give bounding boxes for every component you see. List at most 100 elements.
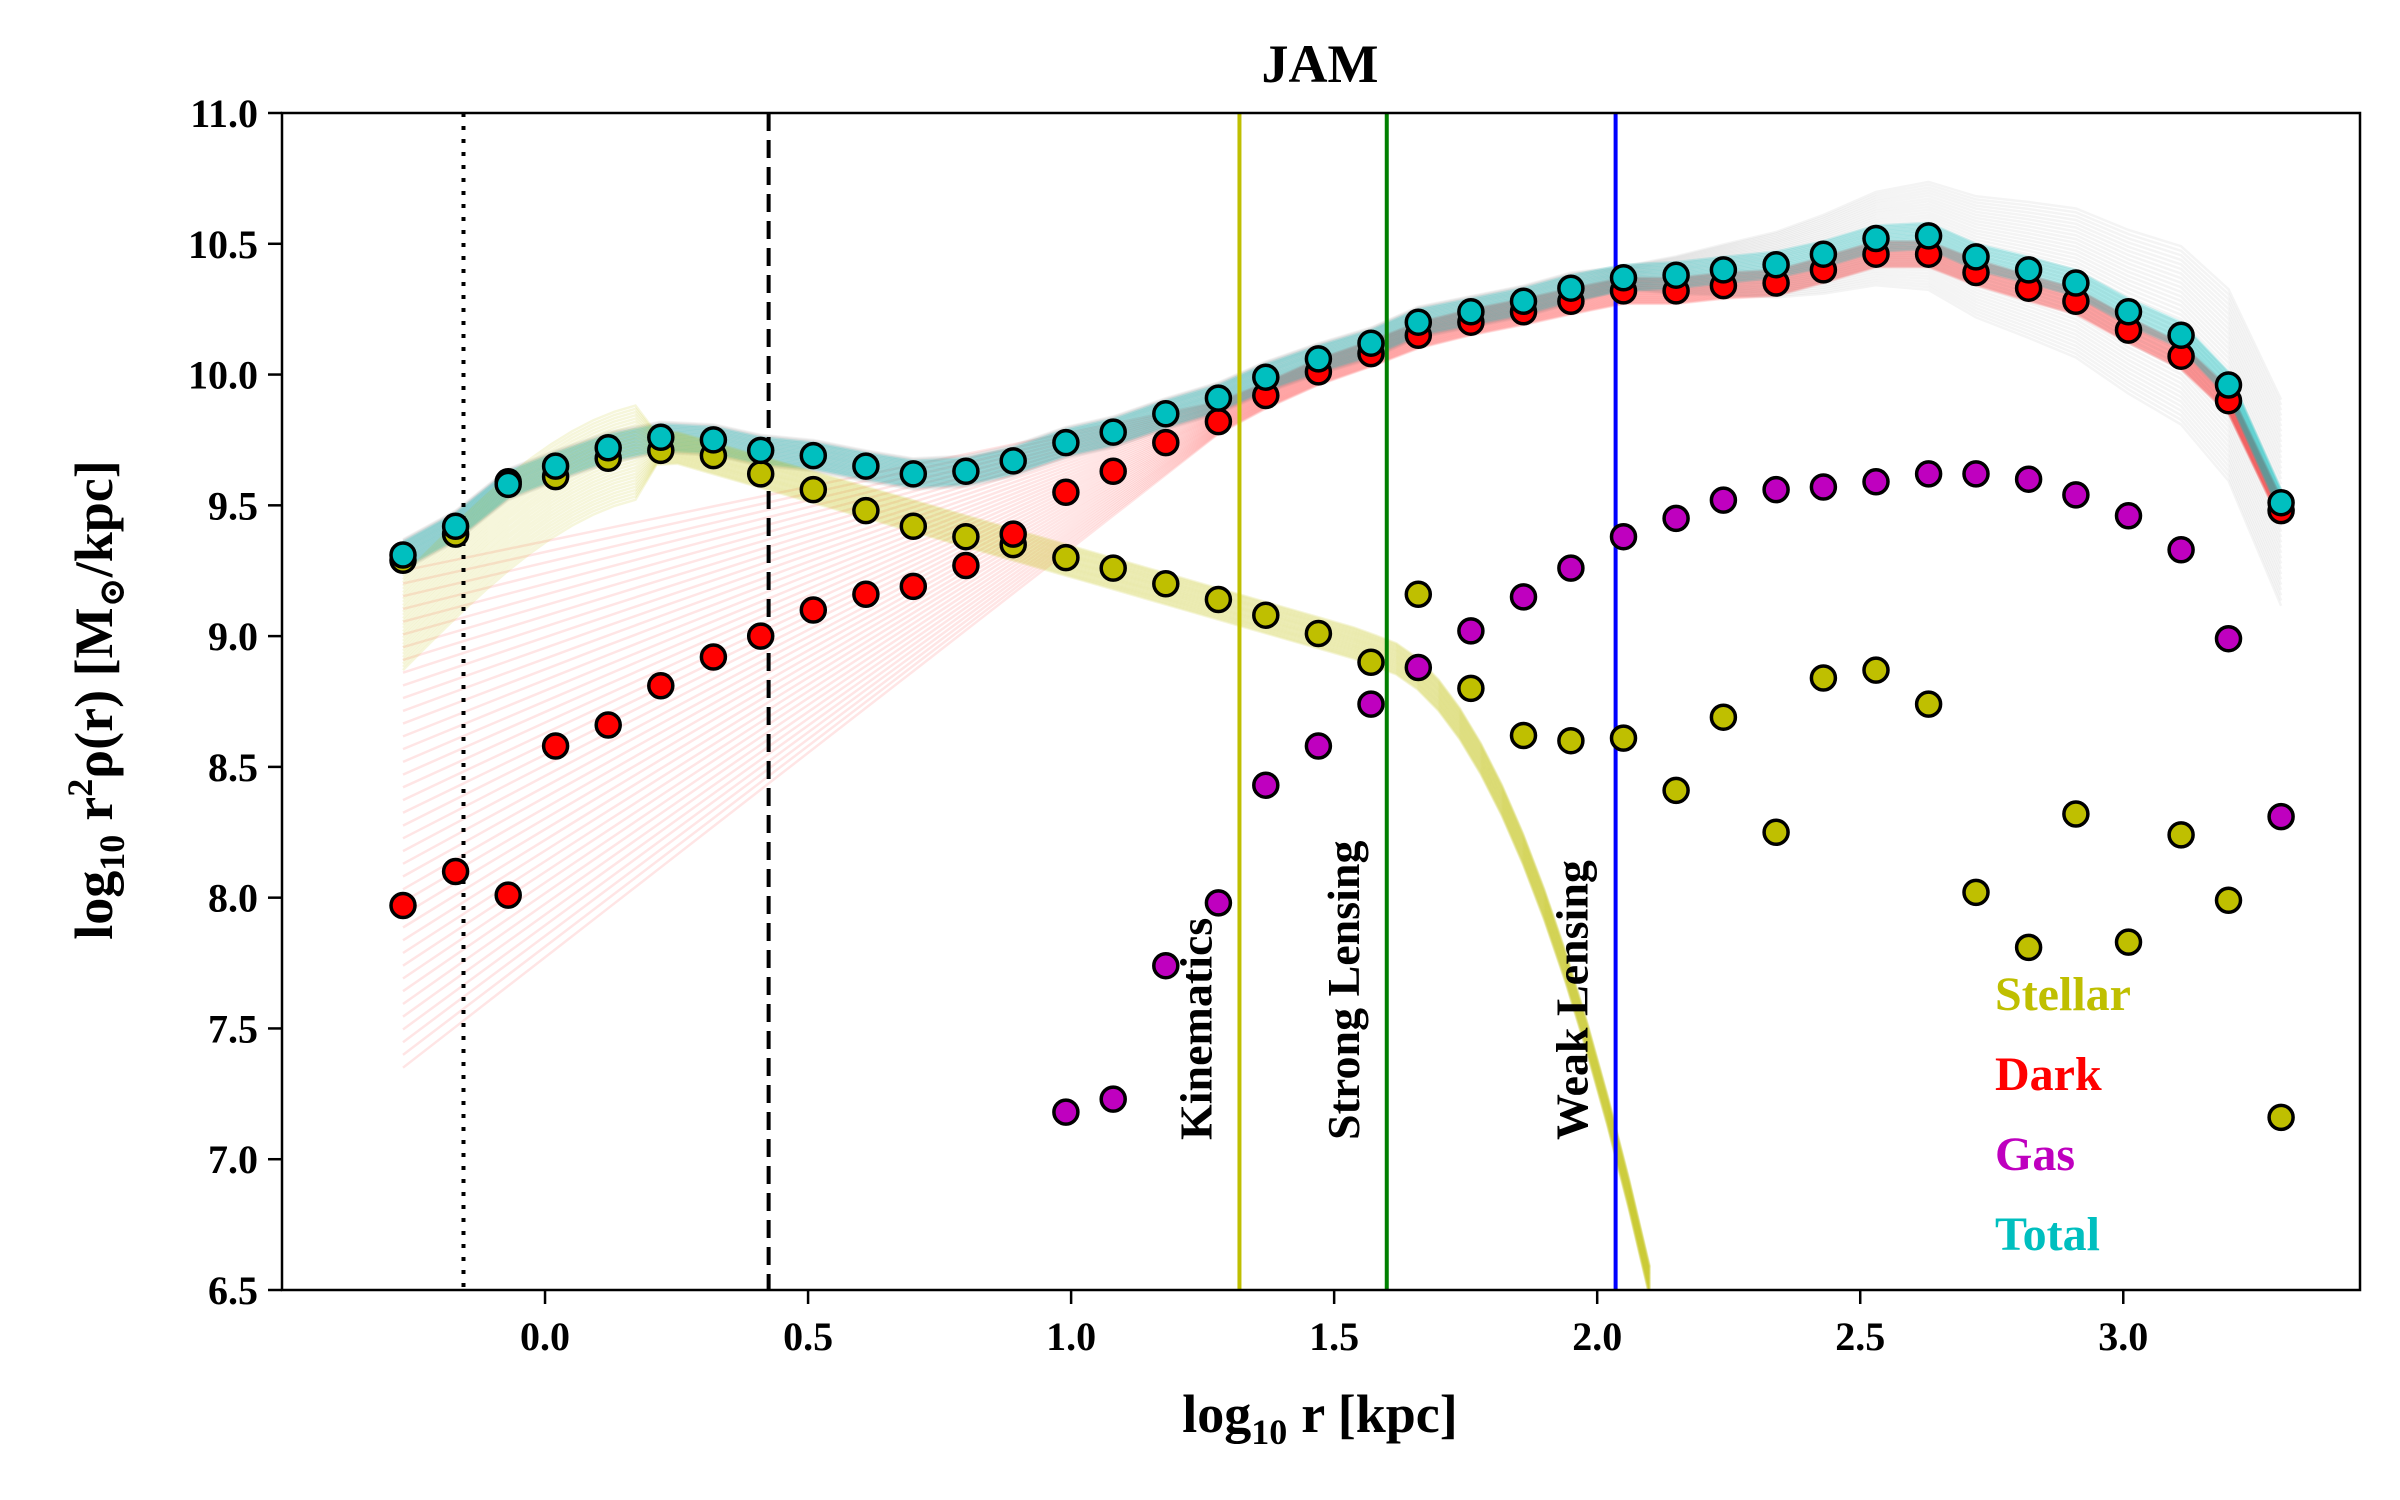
gas-point — [2167, 536, 2195, 564]
stellar-band-curve — [402, 461, 1650, 1290]
total-grey-curve — [402, 183, 2283, 542]
total-point — [1204, 384, 1233, 412]
stellar-point — [1762, 818, 1790, 847]
total-point — [647, 423, 675, 452]
total-point — [541, 452, 570, 480]
gas-point — [1357, 690, 1385, 718]
strong-lensing-line-label: Strong Lensing — [1318, 840, 1369, 1140]
stellar-point — [2167, 821, 2195, 849]
total-point — [1357, 329, 1385, 357]
legend-entry-dark: Dark — [1995, 1048, 2102, 1101]
total-point — [2167, 321, 2195, 350]
dark-point — [647, 672, 675, 700]
y-tick-label: 10.0 — [188, 353, 258, 398]
stellar-point — [1609, 724, 1638, 752]
stellar-band-curve — [402, 458, 1651, 1290]
stellar-point — [899, 512, 928, 541]
x-tick-label: 3.0 — [2098, 1314, 2148, 1359]
stellar-point — [2062, 800, 2090, 828]
y-tick-label: 8.5 — [208, 745, 258, 790]
dark-point — [441, 857, 470, 886]
dark-point — [799, 596, 828, 624]
dark-point — [999, 520, 1027, 548]
legend-entry-stellar: Stellar — [1995, 968, 2131, 1021]
y-tick-label: 6.5 — [208, 1268, 258, 1313]
stellar-point — [746, 460, 775, 488]
dark-point — [1099, 457, 1127, 486]
stellar-point — [1404, 580, 1433, 609]
stellar-band-curve — [402, 462, 1650, 1290]
stellar-point — [1914, 690, 1943, 718]
dark-point — [1052, 478, 1080, 507]
y-tick-label: 8.0 — [208, 876, 258, 921]
dark-point — [1204, 407, 1233, 436]
gas-point — [1457, 617, 1485, 645]
total-point — [899, 460, 928, 488]
total-point — [2114, 298, 2143, 326]
dark-point — [494, 881, 522, 909]
total-point — [2267, 488, 2295, 517]
y-axis-label: log10r2ρ(r) [M⊙/kpc] — [60, 460, 132, 939]
gas-point — [2267, 802, 2295, 831]
total-point — [1557, 274, 1585, 302]
stellar-band-curve — [402, 452, 1652, 1289]
gas-point — [2062, 481, 2090, 509]
gas-point — [1304, 732, 1333, 760]
gas-point — [1862, 468, 1890, 496]
gas-point — [1204, 889, 1233, 917]
total-grey-curve — [402, 180, 2283, 541]
x-tick-label: 0.0 — [520, 1314, 570, 1359]
gas-point — [1662, 504, 1690, 533]
y-tick-label: 7.5 — [208, 1006, 258, 1051]
stellar-band-curve — [402, 457, 1651, 1290]
dark-point — [852, 580, 880, 609]
y-tick-label: 9.5 — [208, 483, 258, 528]
total-point — [594, 434, 622, 462]
legend: Stellar Dark Gas Total — [1995, 968, 2131, 1261]
region-lines — [461, 113, 1618, 1290]
stellar-point — [1457, 674, 1485, 703]
total-point — [1252, 363, 1280, 391]
gas-point — [1914, 460, 1943, 488]
plot-frame — [280, 111, 2362, 1292]
total-point — [746, 436, 775, 465]
total-point — [1762, 250, 1790, 279]
chart-title: JAM — [1262, 34, 1379, 94]
stellar-band-curve — [402, 453, 1652, 1290]
stellar-point — [1252, 601, 1280, 629]
gas-point — [1962, 460, 1990, 488]
stellar-band-curve — [402, 460, 1650, 1290]
region-labels: Kinematics Strong Lensing Weak Lensing — [1170, 840, 1597, 1140]
total-point — [441, 512, 470, 541]
gas-point — [1762, 475, 1790, 504]
gas-point — [1609, 522, 1638, 551]
data-points — [389, 222, 2295, 1132]
stellar-band-curve — [402, 456, 1651, 1290]
stellar-point — [2114, 928, 2143, 956]
total-point — [1962, 243, 1990, 271]
total-point — [852, 452, 880, 480]
stellar-point — [799, 475, 828, 504]
kinematics-line-label: Kinematics — [1170, 918, 1221, 1140]
stellar-point — [1662, 776, 1690, 805]
total-point — [1099, 418, 1127, 446]
stellar-band-curve — [402, 423, 1652, 1274]
total-point — [1457, 298, 1485, 326]
stellar-band-curve — [402, 454, 1652, 1290]
stellar-band-curve — [402, 420, 1652, 1273]
stellar-point — [1962, 878, 1990, 907]
total-grey-curve — [402, 189, 2283, 543]
gas-point — [1152, 951, 1180, 980]
total-point — [952, 457, 980, 486]
stellar-point — [1709, 703, 1738, 731]
stellar-band-curve — [402, 451, 1652, 1288]
gas-point — [1709, 486, 1738, 514]
total-point — [2062, 269, 2090, 297]
total-point — [2214, 371, 2243, 399]
stellar-point — [1862, 656, 1890, 684]
dark-point — [952, 551, 980, 580]
total-point — [799, 441, 828, 470]
dark-point — [699, 643, 728, 671]
y-tick-label: 7.0 — [208, 1137, 258, 1182]
